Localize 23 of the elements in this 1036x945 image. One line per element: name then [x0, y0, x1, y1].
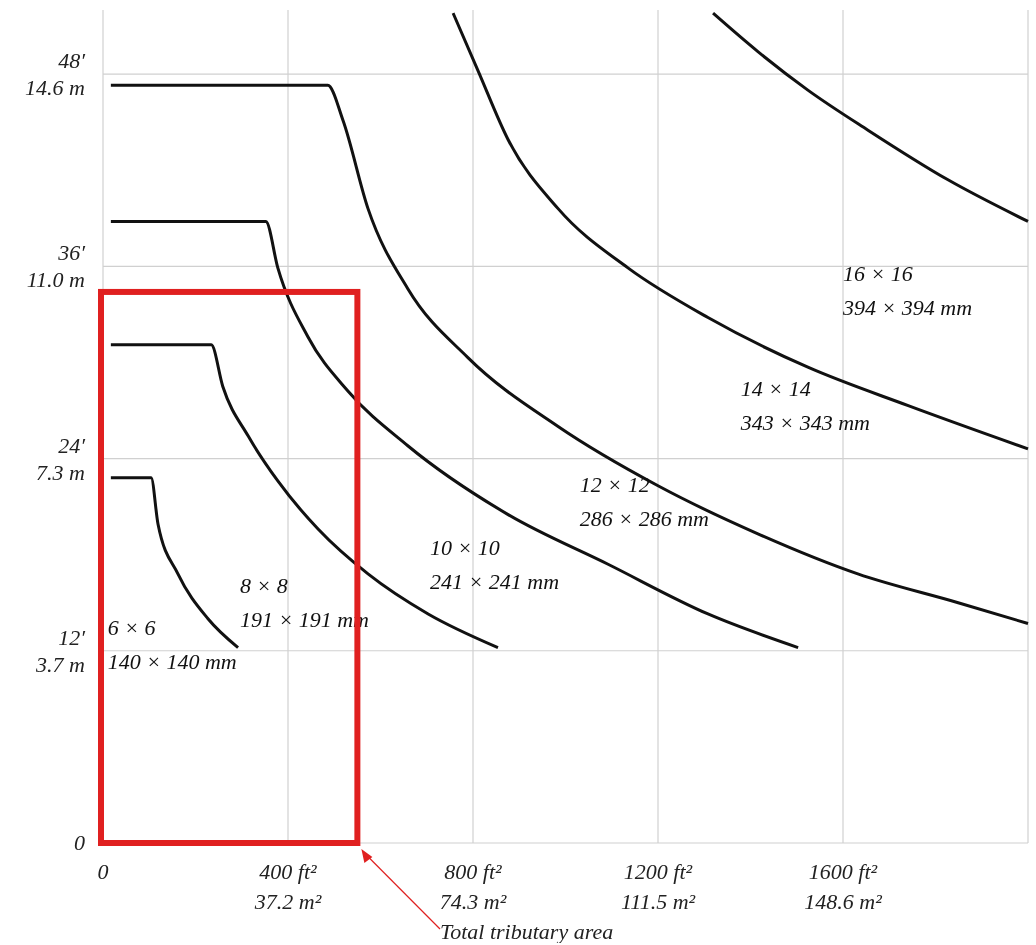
y-tick-label: 48′ [58, 48, 87, 74]
y2-tick-label: 7.3 m [36, 459, 85, 485]
y2-tick-label: 3.7 m [35, 651, 85, 677]
x2-tick-label: 74.3 m² [439, 889, 507, 914]
x-tick-label: 1600 ft² [808, 859, 878, 884]
text: 16 × 16 394 × 394 mm [842, 260, 973, 320]
x-tick-label: 800 ft² [444, 859, 503, 884]
x-tick-label: 1200 ft² [623, 859, 693, 884]
y2-tick-label: 11.0 m [26, 267, 85, 293]
x2-tick-label: 111.5 m² [620, 889, 696, 914]
y-tick-label: 36′ [57, 240, 87, 266]
x2-tick-label: 148.6 m² [804, 889, 883, 914]
series-label: 10 × 10 241 × 241 mm [429, 534, 560, 594]
x-tick-label: 400 ft² [259, 859, 318, 884]
y2-tick-label: 14.6 m [25, 75, 85, 101]
x2-tick-label: 37.2 m² [253, 889, 322, 914]
x-axis-title: Total tributary area [440, 919, 614, 944]
y-tick-label: 24′ [58, 432, 87, 458]
series-label: 14 × 14 343 × 343 mm [739, 376, 870, 436]
x-tick-label: 0 [97, 859, 109, 884]
series-label: 6 × 6 140 × 140 mm [107, 614, 237, 674]
y-tick-label: 12′ [58, 624, 87, 650]
y-tick-label: 0 [74, 830, 85, 855]
